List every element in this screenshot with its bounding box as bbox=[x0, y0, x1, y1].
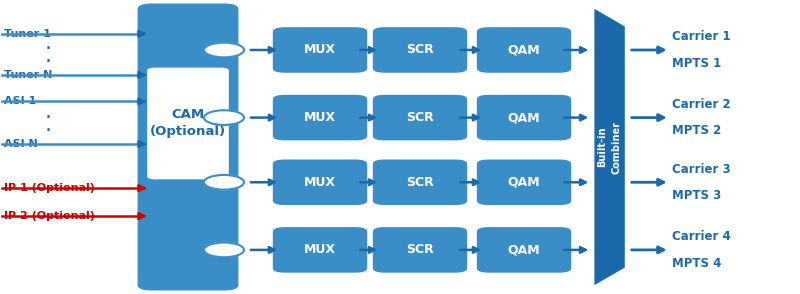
Text: ·: · bbox=[45, 52, 51, 72]
Text: Built-in
Combiner: Built-in Combiner bbox=[598, 121, 622, 173]
Text: MUX: MUX bbox=[304, 111, 336, 124]
Circle shape bbox=[204, 175, 244, 190]
Text: ASI 1: ASI 1 bbox=[4, 96, 36, 106]
Text: IP 2 (Optional): IP 2 (Optional) bbox=[4, 211, 95, 221]
FancyBboxPatch shape bbox=[477, 227, 571, 273]
FancyBboxPatch shape bbox=[477, 27, 571, 73]
Text: CAM
(Optional): CAM (Optional) bbox=[150, 108, 226, 138]
Text: SCR: SCR bbox=[406, 243, 434, 256]
Text: MUX: MUX bbox=[304, 176, 336, 189]
Circle shape bbox=[204, 43, 244, 57]
Text: Tuner N: Tuner N bbox=[4, 70, 52, 80]
FancyBboxPatch shape bbox=[477, 159, 571, 205]
FancyBboxPatch shape bbox=[373, 159, 467, 205]
FancyBboxPatch shape bbox=[273, 95, 367, 141]
Circle shape bbox=[204, 243, 244, 257]
Text: MPTS 2: MPTS 2 bbox=[672, 124, 722, 137]
FancyBboxPatch shape bbox=[477, 95, 571, 141]
Text: ·: · bbox=[45, 121, 51, 141]
Text: Carrier 4: Carrier 4 bbox=[672, 230, 730, 243]
Text: SCR: SCR bbox=[406, 111, 434, 124]
Text: Carrier 2: Carrier 2 bbox=[672, 98, 730, 111]
Text: MUX: MUX bbox=[304, 44, 336, 56]
Text: MPTS 4: MPTS 4 bbox=[672, 257, 722, 270]
Text: Carrier 1: Carrier 1 bbox=[672, 30, 730, 43]
Text: Tuner 1: Tuner 1 bbox=[4, 29, 51, 39]
Text: QAM: QAM bbox=[508, 44, 540, 56]
Text: IP 1 (Optional): IP 1 (Optional) bbox=[4, 183, 95, 193]
Text: MUX: MUX bbox=[304, 243, 336, 256]
Text: QAM: QAM bbox=[508, 176, 540, 189]
Polygon shape bbox=[594, 9, 625, 285]
Text: SCR: SCR bbox=[406, 176, 434, 189]
FancyBboxPatch shape bbox=[273, 27, 367, 73]
FancyBboxPatch shape bbox=[138, 4, 238, 290]
Text: ·: · bbox=[45, 39, 51, 59]
FancyBboxPatch shape bbox=[373, 227, 467, 273]
Text: MPTS 3: MPTS 3 bbox=[672, 189, 722, 202]
Circle shape bbox=[204, 110, 244, 125]
Text: Carrier 3: Carrier 3 bbox=[672, 163, 730, 176]
Text: ·: · bbox=[45, 108, 51, 128]
FancyBboxPatch shape bbox=[147, 68, 229, 179]
Text: SCR: SCR bbox=[406, 44, 434, 56]
Text: QAM: QAM bbox=[508, 111, 540, 124]
Text: ASI N: ASI N bbox=[4, 139, 38, 149]
Text: QAM: QAM bbox=[508, 243, 540, 256]
FancyBboxPatch shape bbox=[373, 95, 467, 141]
FancyBboxPatch shape bbox=[273, 159, 367, 205]
Text: MPTS 1: MPTS 1 bbox=[672, 57, 722, 70]
FancyBboxPatch shape bbox=[273, 227, 367, 273]
FancyBboxPatch shape bbox=[373, 27, 467, 73]
